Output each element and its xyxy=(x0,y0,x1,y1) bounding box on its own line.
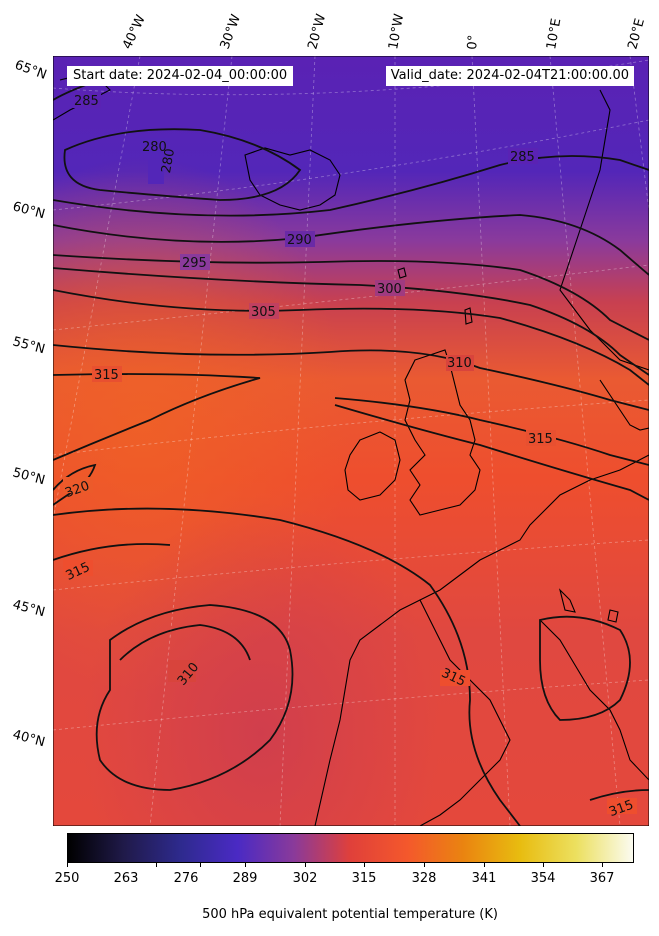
contour-label: 295 xyxy=(182,256,207,271)
colorbar-gradient xyxy=(68,834,633,862)
contour-315-se xyxy=(539,615,631,721)
colorbar-tick-label: 263 xyxy=(113,871,139,886)
contour-label: 285 xyxy=(74,94,99,109)
colorbar-tick xyxy=(424,863,425,867)
lon-label: 10°W xyxy=(386,13,407,51)
contour-label: 280 xyxy=(142,140,167,155)
colorbar-label: 500 hPa equivalent potential temperature… xyxy=(202,907,498,922)
colorbar-tick-label: 328 xyxy=(411,871,437,886)
colorbar-tick-label: 250 xyxy=(54,871,80,886)
contour-label: 315 xyxy=(528,432,553,447)
colorbar-tick xyxy=(245,863,246,867)
colorbar-tick-label: 315 xyxy=(351,871,377,886)
contour-315-se2 xyxy=(589,789,649,801)
contour-290 xyxy=(53,214,649,276)
contour-label: 285 xyxy=(510,150,535,165)
contour-300 xyxy=(53,267,649,376)
contour-310-south xyxy=(95,604,294,791)
contour-label: 315 xyxy=(94,368,119,383)
contour-295 xyxy=(53,254,649,341)
contour-280 xyxy=(63,128,302,201)
contour-315-mid2 xyxy=(334,404,649,501)
contour-label: 310 xyxy=(447,356,472,371)
contour-label: 290 xyxy=(287,233,312,248)
colorbar-tick-label: 367 xyxy=(589,871,615,886)
colorbar-tick xyxy=(484,863,485,867)
lon-label: 20°E xyxy=(625,17,648,51)
contour-label-group: 285 280 280 285 290 295 300 305 310 315 … xyxy=(63,92,637,820)
lon-label: 30°W xyxy=(218,12,244,51)
lat-label: 50°N xyxy=(11,465,47,488)
latitude-labels: 65°N 60°N 55°N 50°N 45°N 40°N xyxy=(11,58,49,751)
lat-label: 60°N xyxy=(11,199,47,222)
contour-315-north xyxy=(53,373,261,461)
contour-label: 280 xyxy=(159,147,178,174)
contour-285 xyxy=(53,155,649,217)
colorbar-tick-label: 289 xyxy=(232,871,258,886)
colorbar-tick-label: 302 xyxy=(292,871,318,886)
colorbar-tick xyxy=(602,863,603,867)
colorbar-tick-label: 341 xyxy=(471,871,497,886)
contour-310 xyxy=(53,344,649,411)
lat-label: 40°N xyxy=(11,727,47,750)
map-area: 285 280 280 285 290 295 300 305 310 315 … xyxy=(53,56,649,826)
colorbar-tick xyxy=(543,863,544,867)
valid-date-label: Valid_date: 2024-02-04T21:00:00.00 xyxy=(385,66,634,86)
start-date-label: Start date: 2024-02-04_00:00:00 xyxy=(67,66,294,86)
contour-label: 300 xyxy=(377,282,402,297)
contour-310-inner xyxy=(119,624,251,661)
contour-315-mid xyxy=(334,397,649,466)
colorbar xyxy=(67,833,634,863)
colorbar-tick xyxy=(156,863,157,867)
contour-305 xyxy=(53,289,649,386)
colorbar-tick xyxy=(305,863,306,867)
contour-label: 305 xyxy=(251,305,276,320)
lon-label: 40°W xyxy=(120,13,149,52)
colorbar-tick-label: 354 xyxy=(530,871,556,886)
colorbar-tick xyxy=(200,863,201,867)
lat-label: 55°N xyxy=(11,334,47,357)
lon-label: 20°W xyxy=(305,12,329,51)
colorbar-tick xyxy=(67,863,68,867)
colorbar-tick-label: 276 xyxy=(173,871,199,886)
longitude-labels: 40°W 30°W 20°W 10°W 0° 10°E 20°E xyxy=(120,12,648,51)
contour-315-south xyxy=(53,507,521,826)
lon-label: 10°E xyxy=(544,17,564,50)
lat-label: 45°N xyxy=(11,597,47,620)
colorbar-tick xyxy=(364,863,365,867)
contour-315-west xyxy=(53,543,171,561)
lon-label: 0° xyxy=(465,34,481,50)
lat-label: 65°N xyxy=(13,58,49,83)
contours xyxy=(53,79,649,826)
